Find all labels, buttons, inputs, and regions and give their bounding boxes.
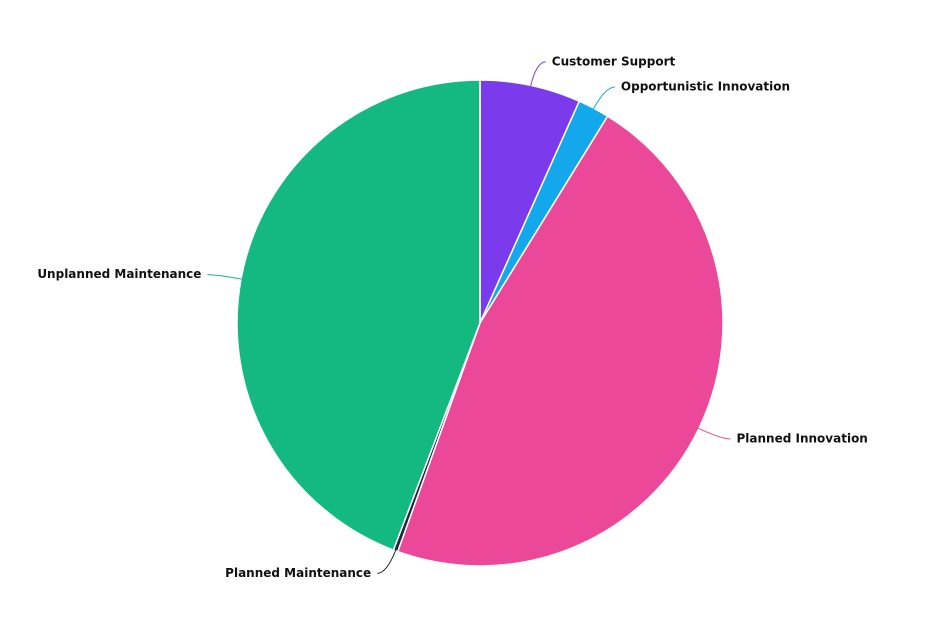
leader-line: [529, 61, 546, 90]
leader-line: [591, 86, 615, 113]
leader-line: [207, 274, 246, 281]
slice-label: Customer Support: [552, 54, 676, 68]
leader-line: [695, 426, 731, 440]
slice-label: Planned Innovation: [737, 431, 868, 445]
slice-label: Planned Maintenance: [225, 566, 371, 580]
slice-label: Unplanned Maintenance: [37, 267, 201, 281]
leader-line: [377, 546, 398, 574]
slice-label: Opportunistic Innovation: [621, 80, 790, 94]
